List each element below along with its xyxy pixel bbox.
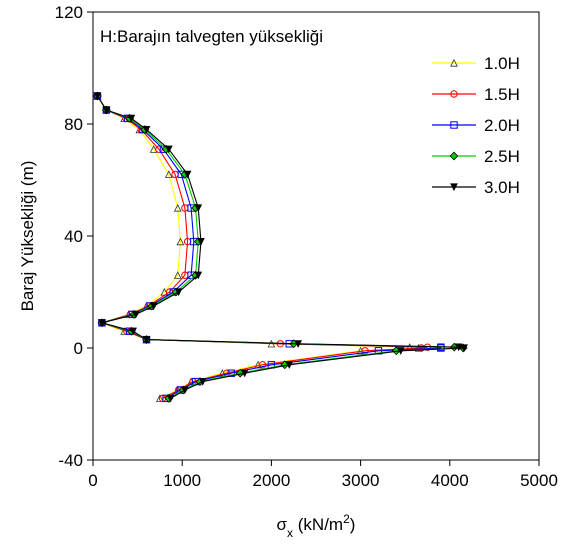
- x-title-part: σ: [277, 515, 288, 534]
- legend-item-1.5H: 1.5H: [432, 85, 520, 104]
- x-tick-label: 5000: [520, 471, 558, 490]
- plot-frame: [92, 11, 540, 461]
- legend-marker: [450, 121, 458, 129]
- data-point: [102, 106, 111, 115]
- legend: 1.0H 1.5H 2.0H 2.5H 3.0H: [432, 54, 520, 197]
- data-point: [98, 319, 106, 327]
- data-point: [174, 288, 183, 297]
- x-tick-label: 3000: [342, 471, 380, 490]
- x-tick-label: 1000: [163, 471, 201, 490]
- x-tick-label: 2000: [252, 471, 290, 490]
- legend-marker: [450, 58, 458, 67]
- legend-item-2.0H: 2.0H: [432, 116, 520, 135]
- legend-item-2.5H: 2.5H: [432, 147, 520, 166]
- data-point: [173, 203, 182, 212]
- data-point: [131, 310, 140, 319]
- series-layer: [93, 91, 468, 403]
- chart-annotation: H:Barajın talvegten yüksekliği: [100, 27, 323, 46]
- legend-marker: [450, 90, 458, 98]
- data-point: [198, 377, 207, 386]
- y-tick-label: 0: [74, 339, 83, 358]
- series-1.5H: [93, 92, 432, 403]
- data-point: [149, 302, 158, 311]
- x-axis-title: σx (kN/m2): [277, 512, 356, 540]
- data-point: [258, 361, 267, 369]
- legend-label: 1.0H: [484, 54, 520, 73]
- data-point: [361, 347, 369, 355]
- data-point: [197, 237, 205, 246]
- data-point: [127, 114, 136, 123]
- data-point: [396, 347, 405, 355]
- x-title-part: (kN/m: [293, 515, 343, 534]
- data-point: [166, 394, 175, 403]
- data-point: [460, 344, 468, 353]
- data-point: [164, 145, 173, 154]
- legend-label: 2.0H: [484, 116, 520, 135]
- series-line: [96, 95, 419, 399]
- series-3.0H: [93, 92, 468, 403]
- y-axis-title: Baraj Yüksekliği (m): [18, 161, 37, 312]
- data-point: [142, 335, 151, 344]
- data-point: [129, 327, 137, 336]
- data-point: [173, 271, 182, 279]
- legend-marker: [450, 183, 458, 192]
- data-point: [164, 170, 173, 179]
- legend-label: 1.5H: [484, 85, 520, 104]
- data-point: [437, 344, 445, 352]
- data-point: [181, 386, 189, 395]
- series-1.0H: [93, 91, 423, 403]
- axis-ticks: 0 1000 2000 3000 4000 5000 -40 0 40 80 120: [55, 3, 558, 490]
- data-point: [142, 126, 151, 134]
- legend-label: 2.5H: [484, 147, 520, 166]
- data-point: [156, 394, 164, 403]
- data-point: [194, 204, 203, 213]
- legend-item-3.0H: 3.0H: [432, 178, 520, 197]
- data-point: [240, 369, 249, 378]
- x-tick-label: 0: [88, 471, 97, 490]
- data-point: [183, 170, 192, 179]
- x-title-part: 2: [343, 512, 350, 526]
- y-tick-label: 80: [64, 115, 83, 134]
- x-title-part: x: [287, 526, 293, 540]
- data-point: [294, 340, 303, 348]
- y-tick-label: -40: [58, 451, 83, 470]
- legend-item-1.0H: 1.0H: [432, 54, 520, 73]
- data-point: [93, 92, 102, 101]
- legend-label: 3.0H: [484, 178, 520, 197]
- x-tick-label: 4000: [431, 471, 469, 490]
- series-line: [96, 95, 442, 399]
- data-point: [285, 361, 294, 369]
- data-point: [176, 237, 185, 246]
- data-point: [417, 344, 425, 352]
- y-tick-label: 40: [64, 227, 83, 246]
- data-point: [194, 271, 203, 280]
- series-line: [96, 95, 465, 399]
- x-title-part: ): [350, 515, 356, 534]
- data-point: [454, 343, 463, 352]
- data-point: [149, 145, 158, 153]
- y-tick-label: 120: [55, 3, 83, 22]
- legend-marker: [449, 151, 459, 161]
